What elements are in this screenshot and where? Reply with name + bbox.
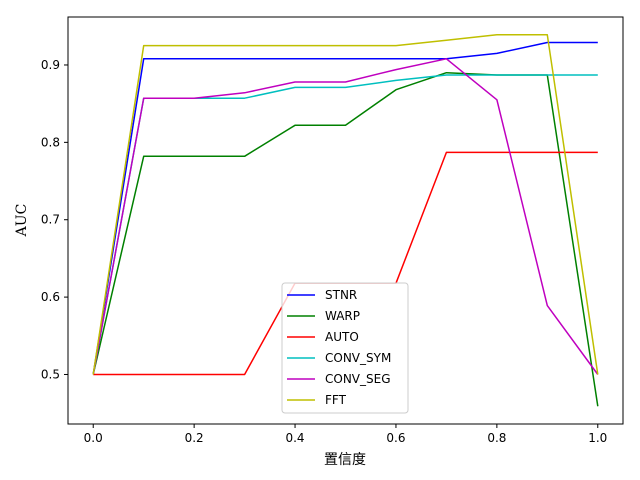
legend-label: CONV_SEG [325,372,391,386]
x-axis: 0.0 0.2 0.4 0.6 0.8 1.0 [84,424,607,445]
plot-frame [67,16,624,425]
y-tick-label: 0.9 [41,58,60,72]
x-tick-label: 1.0 [588,431,607,445]
legend-label: WARP [325,309,360,323]
y-tick-label: 0.7 [41,213,60,227]
legend-label: FFT [325,393,347,407]
y-tick-label: 0.6 [41,290,60,304]
legend-label: STNR [325,288,357,302]
x-tick-label: 0.6 [386,431,405,445]
x-axis-label: 置信度 [324,452,366,468]
y-axis: 0.5 0.6 0.7 0.8 0.9 [41,58,68,381]
y-axis-label: AUC [14,204,30,238]
x-tick-label: 0.2 [185,431,204,445]
x-tick-label: 0.8 [487,431,506,445]
series-line-conv-seg [92,58,599,375]
legend: STNR WARP AUTO CONV_SYM CONV_SEG FFT [281,282,409,414]
series-line-stnr [92,41,598,375]
x-tick-label: 0.0 [84,431,103,445]
legend-label: CONV_SYM [325,351,391,365]
y-tick-label: 0.8 [41,135,60,149]
series-line-fft [92,34,599,375]
x-tick-label: 0.4 [285,431,304,445]
legend-label: AUTO [325,330,359,344]
y-tick-label: 0.5 [41,367,60,381]
